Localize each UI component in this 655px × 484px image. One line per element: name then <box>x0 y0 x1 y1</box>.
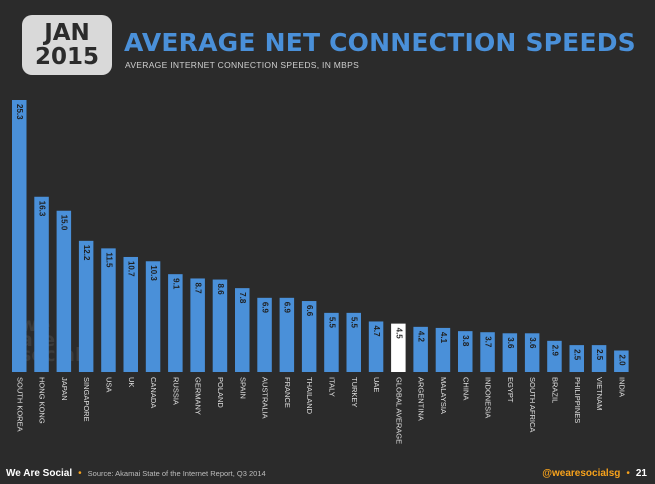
value-label: 2.5 <box>573 349 582 361</box>
bar-south-korea <box>12 100 27 372</box>
value-label: 25.3 <box>15 104 24 120</box>
bar-uae <box>368 321 384 372</box>
value-label: 12.2 <box>82 245 91 261</box>
value-label: 16.3 <box>37 201 46 217</box>
category-label: INDONESIA <box>484 377 493 418</box>
bar-egypt <box>502 333 518 372</box>
value-label: 8.6 <box>216 284 225 296</box>
value-label: 5.5 <box>327 317 336 329</box>
value-label: 3.7 <box>483 336 492 348</box>
category-label: PHILIPPINES <box>573 377 582 423</box>
page-subtitle: AVERAGE INTERNET CONNECTION SPEEDS, IN M… <box>125 60 360 70</box>
footer-source: Source: Akamai State of the Internet Rep… <box>87 469 266 478</box>
category-label: SOUTH AFRICA <box>528 377 537 432</box>
category-label: GERMANY <box>194 377 203 415</box>
date-year: 2015 <box>34 44 99 70</box>
bar-singapore <box>78 240 94 372</box>
value-label: 6.9 <box>283 302 292 314</box>
category-label: SINGAPORE <box>82 377 91 422</box>
category-label: UAE <box>372 377 381 392</box>
date-badge: JAN 2015 <box>22 15 112 75</box>
category-label: JAPAN <box>60 377 69 401</box>
bar-philippines <box>569 345 584 372</box>
bar-south-africa <box>524 333 540 372</box>
category-label: BRAZIL <box>550 377 559 403</box>
bar-canada <box>145 261 161 372</box>
value-label: 7.8 <box>238 292 247 304</box>
bar-australia <box>257 297 272 372</box>
bar-uk <box>123 256 138 372</box>
category-label: ARGENTINA <box>417 377 426 421</box>
page-separator: • <box>626 468 630 479</box>
category-label: TURKEY <box>350 377 359 407</box>
bar-hong-kong <box>34 196 49 372</box>
value-label: 8.7 <box>194 282 203 294</box>
value-label: 6.9 <box>260 302 269 314</box>
bar-japan <box>56 210 72 372</box>
bar-thailand <box>301 301 317 372</box>
date-month: JAN <box>44 20 90 46</box>
value-label: 2.0 <box>617 354 626 366</box>
value-label: 10.7 <box>127 261 136 277</box>
category-label: ITALY <box>327 377 336 397</box>
bar-france <box>279 297 295 372</box>
bar-spain <box>235 288 250 372</box>
bar-italy <box>324 312 339 372</box>
category-label: SPAIN <box>238 377 247 399</box>
value-label: 5.5 <box>350 317 359 329</box>
bar-usa <box>101 248 116 372</box>
bar-indonesia <box>480 332 495 372</box>
bar-poland <box>212 279 228 372</box>
bar-china <box>458 331 473 372</box>
value-label: 3.8 <box>461 335 470 347</box>
category-label: CHINA <box>461 377 470 400</box>
bar-germany <box>190 278 205 372</box>
value-label: 4.7 <box>372 325 381 337</box>
value-label: 2.5 <box>595 349 604 361</box>
value-label: 9.1 <box>171 278 180 290</box>
value-label: 4.2 <box>417 331 426 343</box>
footer-separator: • <box>78 468 82 479</box>
footer: We Are Social • Source: Akamai State of … <box>0 463 655 484</box>
category-label: CANADA <box>149 377 158 408</box>
bar-malaysia <box>435 327 451 372</box>
bar-russia <box>168 274 183 372</box>
value-label: 11.5 <box>104 252 113 268</box>
value-label: 6.6 <box>305 305 314 317</box>
bar-argentina <box>413 326 428 372</box>
category-label: HONG KONG <box>38 377 47 424</box>
value-label: 3.6 <box>506 337 515 349</box>
bar-vietnam <box>591 345 607 372</box>
value-label: 10.3 <box>149 265 158 281</box>
value-label: 4.5 <box>394 328 403 340</box>
category-label: UK <box>127 377 136 387</box>
category-label: MALAYSIA <box>439 377 448 414</box>
page-title: AVERAGE NET CONNECTION SPEEDS <box>124 28 636 57</box>
page-number: 21 <box>635 468 647 479</box>
footer-right: @wearesocialsg • 21 <box>542 468 647 479</box>
category-label: RUSSIA <box>171 377 180 405</box>
category-label: USA <box>104 377 113 392</box>
category-label: SOUTH KOREA <box>15 377 24 432</box>
category-label: EGYPT <box>506 377 515 403</box>
bar-turkey <box>346 312 361 372</box>
category-label: POLAND <box>216 377 225 408</box>
category-label: VIETNAM <box>595 377 604 410</box>
value-label: 2.9 <box>550 345 559 357</box>
bar-chart: 25.3 SOUTH KOREA 16.3 HONG KONG 15.0 JAPAN 12.… <box>12 100 629 444</box>
category-label: INDIA <box>617 377 626 397</box>
category-label: FRANCE <box>283 377 292 408</box>
footer-brand: We Are Social <box>6 468 73 479</box>
value-label: 3.6 <box>528 337 537 349</box>
value-label: 15.0 <box>60 215 69 231</box>
bar-brazil <box>547 340 562 372</box>
category-label: THAILAND <box>305 377 314 415</box>
bar-india <box>614 350 629 372</box>
category-label: GLOBAL AVERAGE <box>394 377 403 444</box>
category-label: AUSTRALIA <box>261 377 270 419</box>
footer-left: We Are Social • Source: Akamai State of … <box>6 468 266 479</box>
bar-global-average <box>391 323 406 372</box>
footer-handle: @wearesocialsg <box>542 468 621 479</box>
value-label: 4.1 <box>439 332 448 344</box>
